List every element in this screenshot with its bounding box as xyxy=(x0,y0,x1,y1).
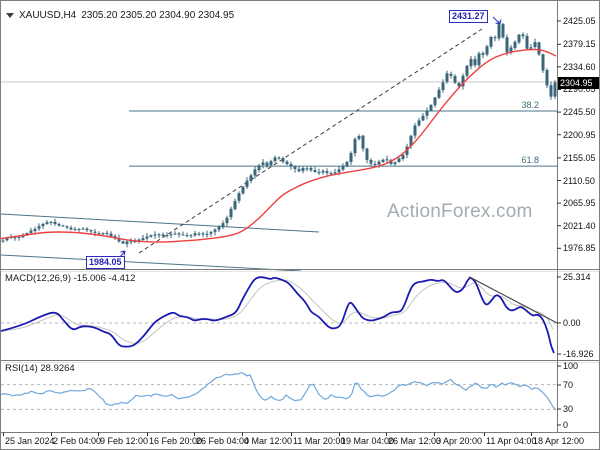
chart-window: XAUUSD,H4 2305.20 2305.20 2304.90 2304.9… xyxy=(0,0,600,450)
chart-canvas[interactable] xyxy=(1,1,600,450)
